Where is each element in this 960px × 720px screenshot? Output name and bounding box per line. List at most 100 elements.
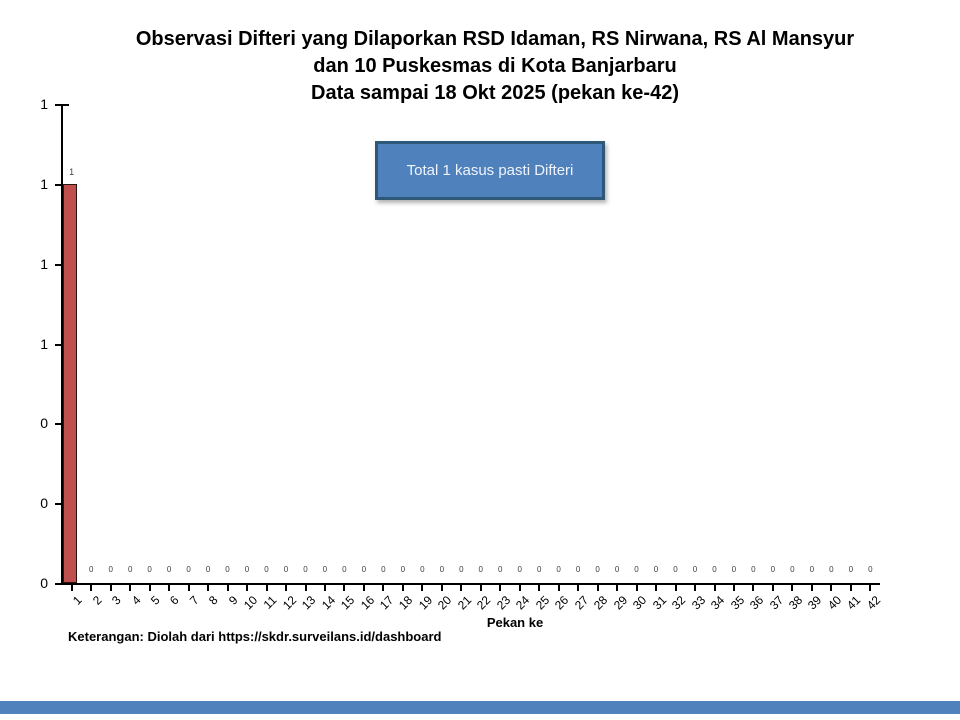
zero-data-label-week-21: 0	[459, 565, 464, 574]
x-axis-tick-label: 8	[206, 593, 222, 608]
x-axis-tick	[207, 583, 210, 591]
y-axis-tick	[55, 503, 69, 505]
x-axis-title: Pekan ke	[486, 615, 544, 630]
zero-data-label-week-29: 0	[614, 565, 620, 574]
x-axis-tick	[246, 583, 248, 591]
x-axis-tick	[596, 583, 599, 591]
x-axis-tick	[382, 583, 385, 591]
zero-data-label-week-41: 0	[848, 565, 854, 574]
zero-data-label-week-22: 0	[478, 565, 483, 574]
zero-data-label-week-9: 0	[225, 565, 230, 574]
x-axis-tick	[90, 583, 93, 591]
zero-data-label-week-14: 0	[322, 565, 328, 574]
zero-data-label-week-17: 0	[381, 565, 386, 574]
x-axis-tick-label: 5	[147, 593, 163, 608]
zero-data-label-week-35: 0	[731, 565, 737, 574]
x-axis-tick	[810, 583, 813, 591]
x-axis-tick-label: 33	[688, 593, 708, 613]
x-axis-tick	[869, 583, 872, 591]
chart-title-line-2: dan 10 Puskesmas di Kota Banjarbaru	[313, 55, 677, 77]
zero-data-label-week-37: 0	[770, 565, 776, 574]
x-axis-tick-label: 25	[532, 593, 553, 613]
x-axis-tick-label: 32	[669, 593, 689, 613]
zero-data-label-week-2: 0	[88, 565, 94, 574]
x-axis-tick	[323, 583, 326, 591]
zero-data-label-week-11: 0	[264, 565, 269, 574]
zero-data-label-week-24: 0	[517, 565, 522, 574]
y-axis-tick	[55, 264, 69, 266]
x-axis-tick-label: 29	[610, 593, 631, 613]
y-axis-tick	[55, 184, 69, 186]
x-axis-tick-label: 6	[167, 593, 183, 608]
zero-data-label-week-23: 0	[497, 565, 503, 574]
chart-title-line-1: Observasi Difteri yang Dilaporkan RSD Id…	[135, 28, 855, 50]
x-axis-tick-label: 24	[513, 593, 533, 613]
x-axis-tick-label: 20	[435, 593, 455, 613]
x-axis-tick	[343, 583, 346, 591]
zero-data-label-week-36: 0	[751, 565, 756, 574]
x-axis-tick	[732, 583, 735, 591]
x-axis-tick	[518, 583, 521, 591]
y-axis-tick	[55, 583, 69, 585]
total-cases-annotation-box: Total 1 kasus pasti Difteri	[375, 141, 605, 200]
x-axis-tick-label: 40	[824, 593, 845, 613]
zero-data-label-week-15: 0	[342, 565, 347, 574]
x-axis-tick	[109, 583, 112, 591]
x-axis-tick	[226, 583, 229, 591]
x-axis-tick-label: 42	[863, 593, 884, 613]
zero-data-label-week-20: 0	[439, 565, 445, 574]
x-axis-tick-label: 1	[69, 593, 85, 608]
x-axis-tick	[479, 583, 482, 591]
x-axis-line	[55, 583, 880, 585]
zero-data-label-week-4: 0	[127, 565, 133, 574]
x-axis-tick	[752, 583, 755, 591]
x-axis-tick	[285, 583, 287, 591]
x-axis-tick-label: 4	[128, 593, 144, 608]
zero-data-label-week-6: 0	[166, 565, 172, 574]
zero-data-label-week-19: 0	[420, 565, 425, 574]
zero-data-label-week-32: 0	[673, 565, 678, 574]
x-axis-tick-label: 41	[844, 593, 864, 613]
x-axis-tick	[538, 583, 541, 591]
x-axis-tick-label: 37	[766, 593, 786, 613]
zero-data-label-week-30: 0	[634, 565, 639, 574]
zero-data-label-week-27: 0	[575, 565, 581, 574]
x-axis-tick-label: 7	[186, 593, 202, 608]
x-axis-tick	[304, 583, 307, 591]
x-axis-tick	[830, 583, 833, 591]
x-axis-tick	[655, 583, 657, 591]
y-axis-tick	[55, 423, 69, 425]
bar-week-1	[63, 183, 78, 583]
x-axis-tick-label: 16	[357, 593, 377, 613]
y-axis-tick-label: 0	[40, 495, 48, 511]
x-axis-tick-label: 22	[474, 593, 494, 613]
zero-data-label-week-13: 0	[303, 565, 308, 574]
zero-data-label-week-8: 0	[205, 565, 211, 574]
x-axis-tick-label: 19	[415, 593, 436, 613]
x-axis-tick-label: 27	[571, 593, 592, 613]
source-note: Keterangan: Diolah dari https://skdr.sur…	[68, 629, 442, 644]
zero-data-label-week-25: 0	[536, 565, 542, 574]
y-axis-tick-label: 0	[40, 415, 48, 431]
x-axis-tick	[674, 583, 677, 591]
zero-data-label-week-16: 0	[361, 565, 367, 574]
chart-title: Observasi Difteri yang Dilaporkan RSD Id…	[30, 26, 960, 107]
x-axis-tick	[148, 583, 151, 591]
zero-data-label-week-7: 0	[186, 565, 191, 574]
x-axis-tick-label: 38	[785, 593, 806, 613]
x-axis-tick-label: 30	[630, 593, 650, 613]
zero-data-label-week-39: 0	[809, 565, 815, 574]
x-axis-tick	[635, 583, 638, 591]
x-axis-tick	[440, 583, 443, 591]
zero-data-label-week-40: 0	[829, 565, 834, 574]
x-axis-tick	[616, 583, 619, 591]
zero-data-label-week-38: 0	[790, 565, 795, 574]
x-axis-tick	[362, 583, 365, 591]
x-axis-tick-label: 35	[727, 593, 747, 613]
x-axis-tick-label: 15	[337, 593, 358, 613]
x-axis-tick	[265, 583, 268, 591]
x-axis-tick	[401, 583, 404, 591]
x-axis-tick-label: 18	[396, 593, 416, 613]
